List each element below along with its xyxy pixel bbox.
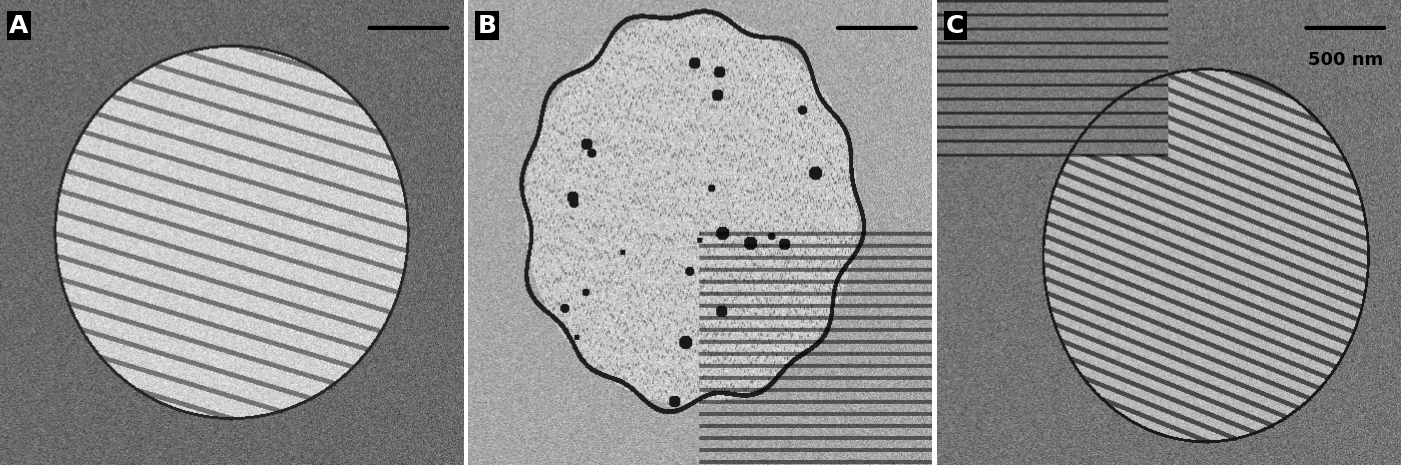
Text: A: A	[10, 14, 28, 38]
Text: C: C	[946, 14, 964, 38]
Text: B: B	[478, 14, 497, 38]
Text: 500 nm: 500 nm	[1307, 51, 1383, 69]
